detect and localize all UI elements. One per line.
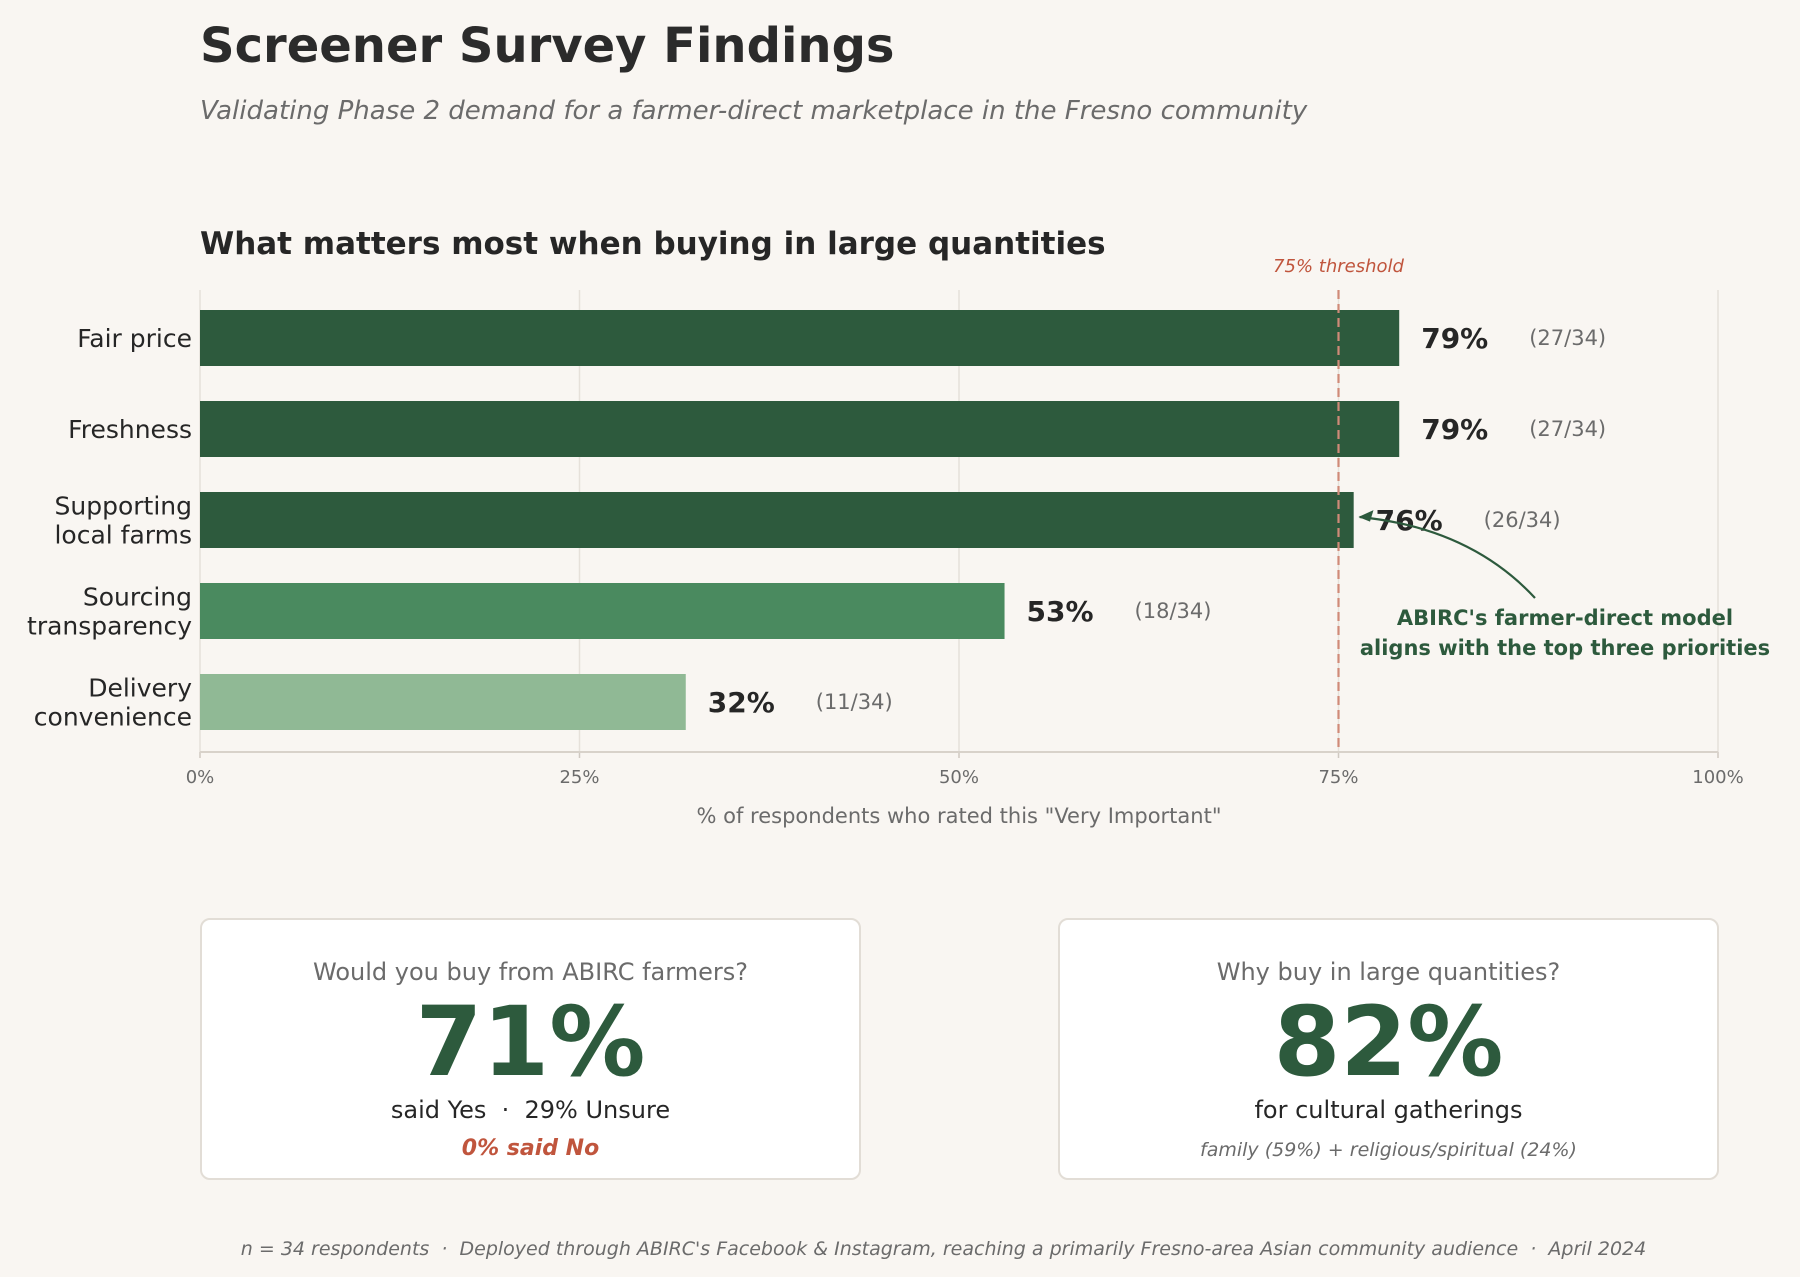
annotation-arrow [1359, 515, 1536, 599]
footer-note: n = 34 respondents · Deployed through AB… [240, 1238, 1647, 1260]
count-label: (27/34) [1529, 417, 1606, 441]
value-label: 53% [1027, 595, 1094, 628]
category-label: local farms [54, 521, 192, 550]
why-card-percentage: 82% [1273, 986, 1504, 1098]
annotation-arrowhead [1358, 510, 1374, 522]
why-card-question: Why buy in large quantities? [1216, 958, 1561, 986]
buy-from-farmers-card: Would you buy from ABIRC farmers? 71% sa… [200, 918, 861, 1180]
category-label: Fair price [77, 324, 192, 353]
importance-bar-chart: 0% 25% 50% 75% 100% % of respondents who rate… [27, 256, 1770, 828]
buy-card-no-note: 0% said No [461, 1136, 600, 1161]
category-label: Delivery [88, 674, 192, 703]
threshold-label: 75% threshold [1273, 256, 1404, 277]
count-label: (11/34) [816, 690, 893, 714]
category-label: Freshness [68, 415, 192, 444]
bar [200, 583, 1005, 639]
buy-card-percentage: 71% [415, 986, 646, 1098]
category-label: Sourcing [83, 583, 192, 612]
chart-title: What matters most when buying in large q… [200, 226, 1106, 262]
x-tick-label: 100% [1692, 767, 1743, 788]
x-axis-label: % of respondents who rated this "Very Im… [697, 804, 1222, 828]
page-title: Screener Survey Findings [200, 18, 895, 74]
value-label: 79% [1421, 413, 1488, 446]
page-subtitle: Validating Phase 2 demand for a farmer-d… [200, 96, 1308, 126]
why-card-reason: for cultural gatherings [1254, 1096, 1523, 1124]
bar [200, 492, 1354, 548]
x-tick-label: 50% [939, 767, 979, 788]
category-label: Supporting [55, 492, 193, 521]
bar [200, 310, 1400, 366]
value-label: 79% [1421, 322, 1488, 355]
why-large-quantities-card: Why buy in large quantities? 82% for cul… [1058, 918, 1719, 1180]
annotation-text: aligns with the top three priorities [1360, 636, 1770, 660]
x-tick-label: 0% [186, 767, 215, 788]
buy-card-question: Would you buy from ABIRC farmers? [313, 958, 748, 986]
count-label: (18/34) [1135, 599, 1212, 623]
count-label: (26/34) [1484, 508, 1561, 532]
buy-card-breakdown: said Yes · 29% Unsure [390, 1096, 671, 1124]
value-label: 32% [708, 686, 775, 719]
x-tick-label: 75% [1318, 767, 1358, 788]
x-tick-label: 25% [559, 767, 599, 788]
annotation-text: ABIRC's farmer-direct model [1397, 606, 1733, 630]
count-label: (27/34) [1529, 326, 1606, 350]
category-label: convenience [34, 703, 192, 732]
category-label: transparency [27, 612, 192, 641]
why-card-detail: family (59%) + religious/spiritual (24%) [1200, 1139, 1577, 1161]
bar [200, 674, 686, 730]
bar [200, 401, 1400, 457]
